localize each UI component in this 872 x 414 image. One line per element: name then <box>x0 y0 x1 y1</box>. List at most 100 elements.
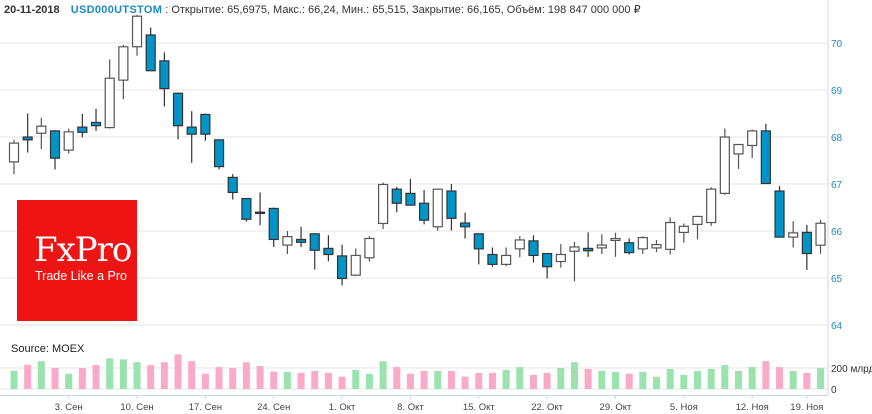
volume-bar <box>147 365 155 389</box>
volume-bar <box>324 372 332 389</box>
candle-up <box>131 15 143 48</box>
candle-up <box>36 125 47 134</box>
candle-up <box>350 254 361 276</box>
volume-bar <box>406 373 414 389</box>
x-tick-label: 22. Окт <box>531 402 563 413</box>
candle-up <box>104 77 115 129</box>
candle-down <box>172 92 184 127</box>
volume-bar <box>229 368 237 389</box>
x-tick-label: 15. Окт <box>463 402 495 413</box>
volume-bar <box>721 365 729 389</box>
candle-up <box>501 254 512 265</box>
candle-up <box>815 222 826 246</box>
x-tick-label: 19. Ноя <box>790 402 823 413</box>
candle-down <box>487 253 498 265</box>
candle-up <box>377 183 389 225</box>
volume-bar <box>393 367 401 389</box>
volume-bar <box>283 371 291 389</box>
header-ticker[interactable]: USD000UTSTOM <box>70 4 163 16</box>
volume-bar <box>434 370 442 389</box>
candle-down <box>760 130 771 185</box>
candle-up <box>432 188 443 228</box>
candle-down <box>49 130 61 159</box>
fxpro-logo: FxPro Trade Like a Pro <box>17 200 137 321</box>
candle-up <box>678 225 689 234</box>
volume-bar <box>119 359 127 389</box>
candle-down <box>254 211 266 214</box>
candle-down <box>200 113 211 135</box>
candle-up <box>569 246 580 252</box>
volume-bar <box>803 372 811 389</box>
candle-down <box>801 231 812 255</box>
candle-up <box>719 136 730 195</box>
candle-up <box>596 244 607 249</box>
source-label: Source: MOEX <box>11 343 85 355</box>
volume-bar <box>748 367 756 389</box>
volume-bar <box>475 372 483 389</box>
price-tick-label: 66 <box>831 227 843 238</box>
volume-bar <box>652 376 660 389</box>
x-tick-label: 10. Сен <box>120 402 153 413</box>
volume-bar <box>133 362 141 389</box>
candle-up <box>555 253 566 263</box>
candle-down <box>446 190 457 219</box>
volume-bar <box>488 372 496 389</box>
candle-up <box>692 215 703 226</box>
volume-bar <box>625 373 633 389</box>
volume-bar <box>611 371 619 389</box>
candle-down <box>473 233 484 250</box>
candle-down <box>227 176 238 194</box>
price-tick-label: 65 <box>831 274 843 285</box>
candle-up <box>610 237 621 242</box>
x-tick-label: 29. Окт <box>600 402 632 413</box>
volume-bar <box>557 368 565 389</box>
volume-bar <box>106 358 114 389</box>
candle-down <box>460 222 471 228</box>
volume-bar <box>51 368 59 389</box>
candle-up <box>637 236 648 250</box>
volume-bar <box>762 361 770 389</box>
candle-down <box>336 255 348 280</box>
volume-tick-label: 200 млрд <box>831 364 872 375</box>
volume-bar <box>201 373 209 389</box>
volume-bar <box>10 370 18 389</box>
logo-brand: FxPro <box>34 230 132 270</box>
candle-down <box>159 60 170 90</box>
volume-bar <box>516 367 524 389</box>
candle-up <box>651 244 662 249</box>
candle-up <box>514 239 525 250</box>
volume-bar <box>420 370 428 389</box>
volume-bar <box>817 368 825 389</box>
candle-up <box>747 130 758 147</box>
volume-bar <box>461 376 469 389</box>
volume-bar <box>789 370 797 389</box>
volume-bar <box>707 368 715 389</box>
volume-bar <box>92 365 100 389</box>
volume-bar <box>543 372 551 389</box>
logo-tagline: Trade Like a Pro <box>35 269 127 283</box>
x-tick-label: 3. Сен <box>55 402 83 413</box>
candle-down <box>145 34 156 72</box>
candle-down <box>774 190 785 238</box>
volume-bar <box>215 367 223 389</box>
volume-bar <box>188 361 196 389</box>
volume-bar <box>447 370 455 389</box>
volume-bar <box>297 372 305 389</box>
volume-bar <box>666 368 674 389</box>
volume-bar <box>256 366 264 389</box>
candle-down <box>624 242 635 254</box>
candle-down <box>419 202 430 221</box>
candle-down <box>241 197 252 220</box>
x-tick-label: 17. Сен <box>189 402 222 413</box>
volume-bar <box>584 368 592 389</box>
header-ohlc: : Открытие: 65,6975, Макс.: 66,24, Мин.:… <box>165 4 641 16</box>
candle-down <box>323 247 334 256</box>
candle-up <box>706 188 717 224</box>
volume-bar <box>78 368 86 389</box>
volume-bar <box>694 370 701 389</box>
price-tick-label: 67 <box>831 180 843 191</box>
candle-down <box>405 192 416 206</box>
candle-up <box>63 131 74 151</box>
volume-bar <box>174 354 182 389</box>
